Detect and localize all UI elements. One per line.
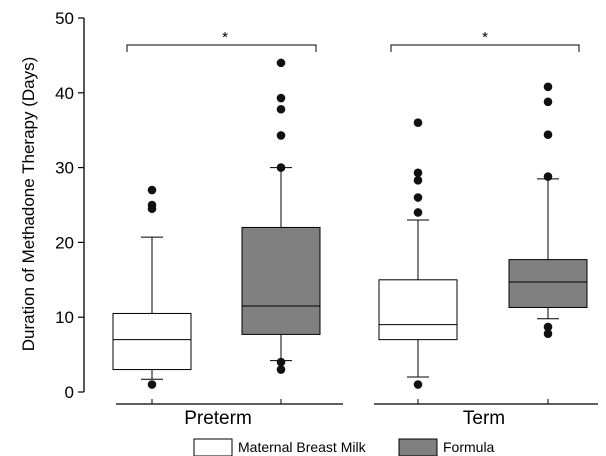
outlier-point	[276, 357, 286, 367]
legend-swatch-formula	[398, 438, 438, 456]
outlier-point	[413, 118, 423, 128]
plot-marks	[112, 58, 588, 389]
y-tick-label: 20	[55, 233, 74, 252]
legend: Maternal Breast Milk Formula	[193, 438, 495, 456]
y-tick-label: 0	[65, 383, 74, 402]
significance-bracket-term	[390, 44, 580, 52]
y-axis-label: Duration of Methadone Therapy (Days)	[19, 57, 38, 352]
outlier-point	[276, 163, 286, 172]
outlier-point	[413, 380, 423, 389]
chart-area: 0 10 20 30 40 50	[55, 9, 84, 402]
y-tick-label: 30	[55, 159, 74, 178]
significance-star-preterm: *	[222, 29, 228, 46]
outlier-point	[543, 322, 553, 332]
outlier-point	[543, 82, 553, 92]
box-formula-term	[508, 82, 588, 338]
box-iqr	[508, 259, 588, 308]
x-group-label-term: Term	[463, 408, 505, 429]
box-maternal-breast-milk-term	[378, 118, 458, 389]
y-tick-label: 50	[55, 9, 74, 28]
outlier-point	[543, 329, 553, 338]
box-iqr	[112, 312, 192, 371]
outlier-point	[543, 172, 553, 181]
y-tick-label: 10	[55, 308, 74, 327]
outlier-point	[276, 58, 286, 68]
legend-label-formula: Formula	[443, 439, 495, 455]
outlier-point	[276, 365, 286, 374]
outlier-point	[276, 93, 286, 103]
outlier-point	[147, 185, 157, 195]
y-tick-label: 40	[55, 84, 74, 103]
legend-swatch-breast-milk	[193, 438, 233, 456]
significance-bracket-preterm	[126, 44, 317, 52]
outlier-point	[147, 200, 157, 210]
outlier-point	[413, 176, 423, 185]
outlier-point	[413, 168, 423, 178]
box-maternal-breast-milk-preterm	[112, 185, 192, 389]
box-iqr	[378, 279, 458, 341]
outlier-point	[413, 193, 423, 202]
legend-label-breast-milk: Maternal Breast Milk	[238, 439, 367, 455]
outlier-point	[276, 104, 286, 114]
outlier-point	[543, 130, 553, 139]
outlier-point	[276, 131, 286, 140]
outlier-point	[543, 97, 553, 107]
outlier-point	[147, 380, 157, 389]
significance-star-term: *	[482, 29, 488, 46]
box-formula-preterm	[241, 58, 321, 374]
x-group-label-preterm: Preterm	[184, 408, 252, 429]
box-iqr	[241, 226, 321, 335]
outlier-point	[413, 208, 423, 217]
